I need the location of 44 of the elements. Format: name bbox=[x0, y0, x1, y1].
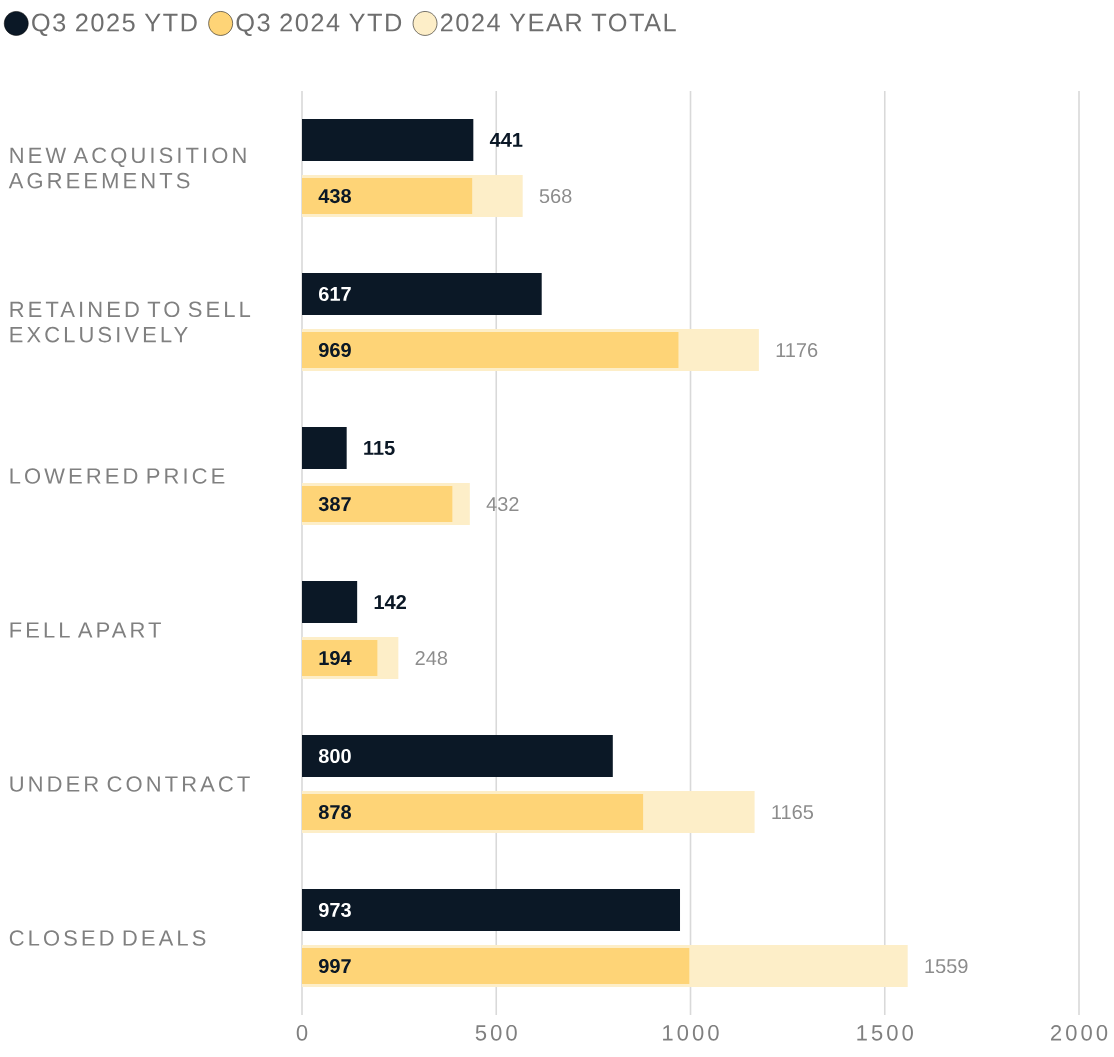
data-label: 878 bbox=[318, 804, 351, 820]
bar bbox=[302, 888, 681, 931]
x-tick-label: 500 bbox=[475, 1025, 517, 1041]
y-tick-label: RETAINED TO SELL EXCLUSIVELY bbox=[10, 301, 251, 343]
bar bbox=[302, 177, 473, 215]
bar bbox=[302, 793, 644, 831]
data-label: 1559 bbox=[925, 958, 968, 974]
bar bbox=[302, 639, 378, 677]
data-label: 438 bbox=[318, 188, 351, 204]
data-label: 194 bbox=[319, 650, 352, 666]
bar bbox=[302, 734, 613, 777]
data-label: 997 bbox=[318, 958, 351, 974]
bar bbox=[302, 485, 453, 523]
data-label: 248 bbox=[415, 650, 448, 666]
y-tick-label: CLOSED DEALS bbox=[9, 930, 206, 946]
x-tick-label: 2000 bbox=[1051, 1025, 1108, 1041]
data-label: 387 bbox=[318, 496, 351, 512]
legend-label: Q3 2024 YTD bbox=[236, 13, 402, 37]
bar bbox=[302, 272, 542, 315]
data-label: 568 bbox=[539, 188, 572, 204]
data-label: 441 bbox=[489, 133, 523, 147]
data-label: 142 bbox=[374, 594, 406, 609]
data-label: 973 bbox=[318, 902, 351, 918]
bar bbox=[302, 426, 347, 469]
y-tick-label: FELL APART bbox=[10, 622, 161, 638]
data-label: 432 bbox=[486, 496, 519, 512]
data-label: 800 bbox=[318, 748, 351, 764]
y-tick-label: LOWERED PRICE bbox=[10, 468, 225, 484]
data-label: 1176 bbox=[776, 342, 818, 358]
bar bbox=[302, 331, 679, 369]
y-tick-label: UNDER CONTRACT bbox=[10, 776, 250, 792]
y-tick-label: NEW ACQUISITION AGREEMENTS bbox=[8, 147, 246, 189]
data-label: 617 bbox=[319, 286, 351, 302]
data-label: 969 bbox=[318, 342, 351, 358]
data-label: 1165 bbox=[772, 804, 814, 820]
legend-label: 2024 YEAR TOTAL bbox=[440, 13, 676, 32]
x-tick-label: 1500 bbox=[857, 1025, 913, 1041]
bar bbox=[302, 947, 690, 985]
x-tick-label: 0 bbox=[296, 1025, 308, 1041]
bar bbox=[302, 118, 474, 161]
bar bbox=[302, 580, 358, 623]
legend-label: Q3 2025 YTD bbox=[32, 13, 197, 37]
x-tick-label: 1000 bbox=[663, 1025, 719, 1041]
data-label: 115 bbox=[364, 441, 395, 455]
